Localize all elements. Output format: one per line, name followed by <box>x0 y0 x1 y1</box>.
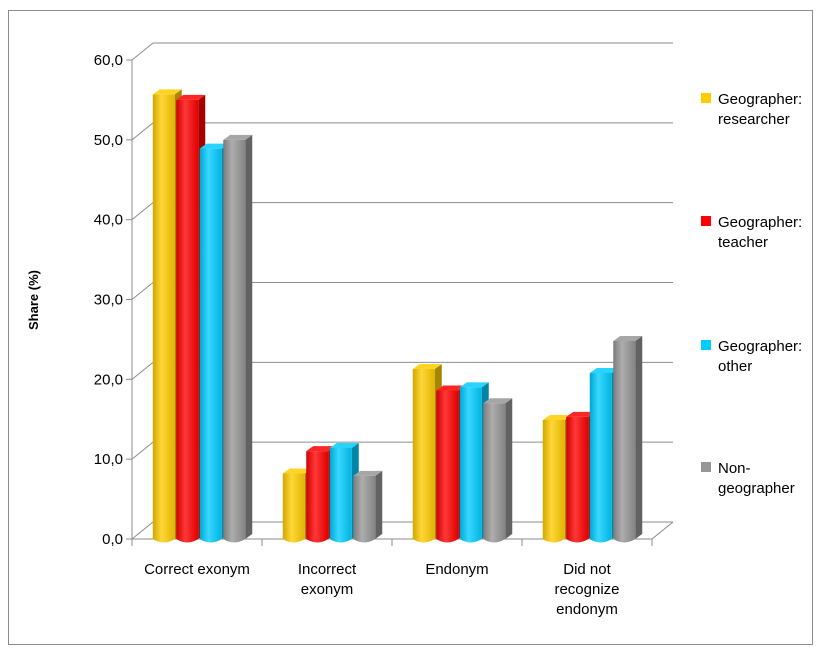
y-axis-title: Share (%) <box>26 270 41 330</box>
axis-layer <box>126 59 674 546</box>
y-tick-label: 10,0 <box>94 451 123 468</box>
gridline-depth <box>131 42 154 61</box>
bar <box>483 398 513 543</box>
legend-swatch <box>701 340 711 350</box>
floor-edge <box>651 521 674 540</box>
legend-swatch <box>701 216 711 226</box>
bar <box>223 134 253 543</box>
legend: Geographer: researcher Geographer: teacher G… <box>701 91 802 497</box>
legend-label: Geographer: teacher <box>718 214 802 251</box>
bar <box>613 336 643 543</box>
legend-item: Geographer: teacher <box>701 214 802 251</box>
y-tick-label: 20,0 <box>94 371 123 388</box>
gridline-depth <box>131 202 154 221</box>
legend-label: Non-geographer <box>718 460 795 497</box>
gridline-depth <box>131 122 154 141</box>
x-category-label: Incorrect exonym <box>298 561 357 598</box>
x-category-label: Correct exonym <box>144 561 250 578</box>
y-tick-label: 50,0 <box>94 132 123 149</box>
gridline-depth <box>131 282 154 300</box>
bar-layer <box>152 89 643 543</box>
y-tick-label: 60,0 <box>94 52 123 69</box>
legend-item: Geographer: other <box>701 338 802 375</box>
y-tick-label: 30,0 <box>94 292 123 309</box>
legend-label: Geographer: researcher <box>718 91 802 128</box>
y-tick-label: 0,0 <box>102 531 123 548</box>
legend-label: Geographer: other <box>718 338 802 375</box>
gridline-depth <box>131 361 154 380</box>
gridline-depth <box>131 441 154 460</box>
legend-swatch <box>701 93 711 103</box>
x-category-label: Did not recognize endonym <box>554 561 619 618</box>
y-tick-label: 40,0 <box>94 212 123 229</box>
bar <box>353 470 383 543</box>
x-category-label: Endonym <box>425 561 488 578</box>
legend-swatch <box>701 462 711 472</box>
gridline-depth <box>131 521 154 540</box>
label-layer: 0,0 10,0 20,0 30,0 40,0 50,0 60,0 Correct exony… <box>26 52 620 618</box>
legend-item: Geographer: researcher <box>701 91 802 128</box>
legend-item: Non-geographer <box>701 460 795 497</box>
